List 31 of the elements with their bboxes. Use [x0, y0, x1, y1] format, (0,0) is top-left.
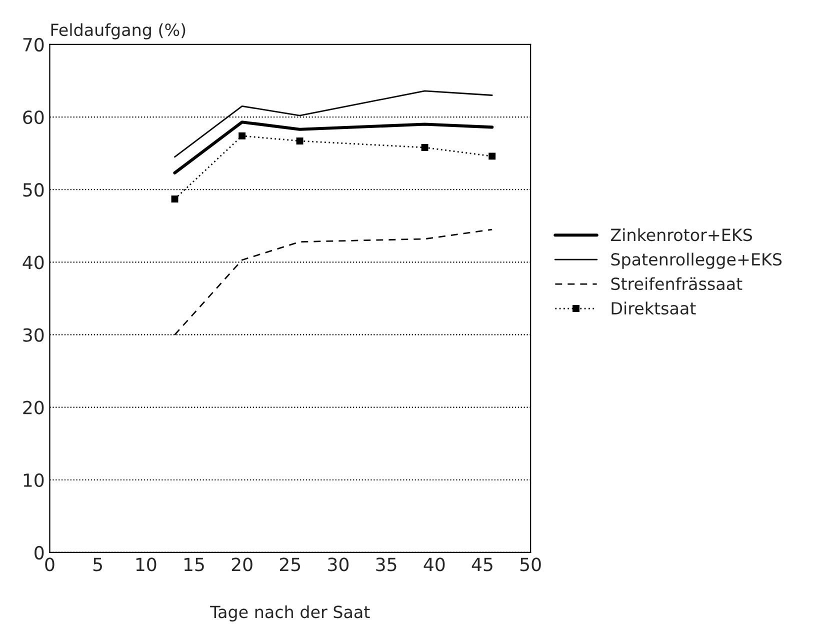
point: [238, 132, 246, 140]
x-tick-label: 15: [184, 558, 204, 572]
line-series: [173, 120, 494, 174]
point: [488, 152, 496, 160]
x-tick-label: 5: [93, 558, 102, 572]
legend-label: Streifenfrässaat: [611, 277, 742, 290]
x-tick-label: 25: [280, 558, 300, 572]
x-tick-label: 0: [45, 558, 54, 572]
y-tick-label: 70: [23, 38, 44, 52]
point: [296, 137, 304, 144]
x-tick-label: 10: [136, 558, 156, 572]
y-tick-label: 0: [34, 546, 44, 560]
x-tick-label: 20: [232, 558, 252, 572]
y-tick-label: 40: [22, 256, 44, 270]
y-tick-label: 30: [23, 328, 44, 342]
legend-label: Spatenrollegge+EKS: [611, 252, 782, 269]
x-tick-label: 35: [376, 558, 396, 572]
legend-label: Zinkenrotor+EKS: [610, 228, 752, 242]
x-tick-label: 30: [328, 558, 349, 572]
point: [421, 144, 428, 151]
point: [171, 196, 178, 202]
x-tick-label: 45: [472, 558, 492, 572]
y-tick-label: 20: [23, 400, 44, 414]
legend-label: Direktsaat: [612, 302, 696, 315]
x-axis-title: Tage nach der Saat: [210, 605, 370, 622]
y-tick-label: 10: [24, 473, 44, 487]
x-tick-label: 50: [520, 558, 541, 572]
x-tick-label: 40: [424, 558, 445, 572]
y-tick-label: 60: [23, 110, 44, 124]
y-tick-label: 50: [23, 183, 44, 197]
y-axis-title: Feldaufgang (%): [51, 23, 186, 40]
